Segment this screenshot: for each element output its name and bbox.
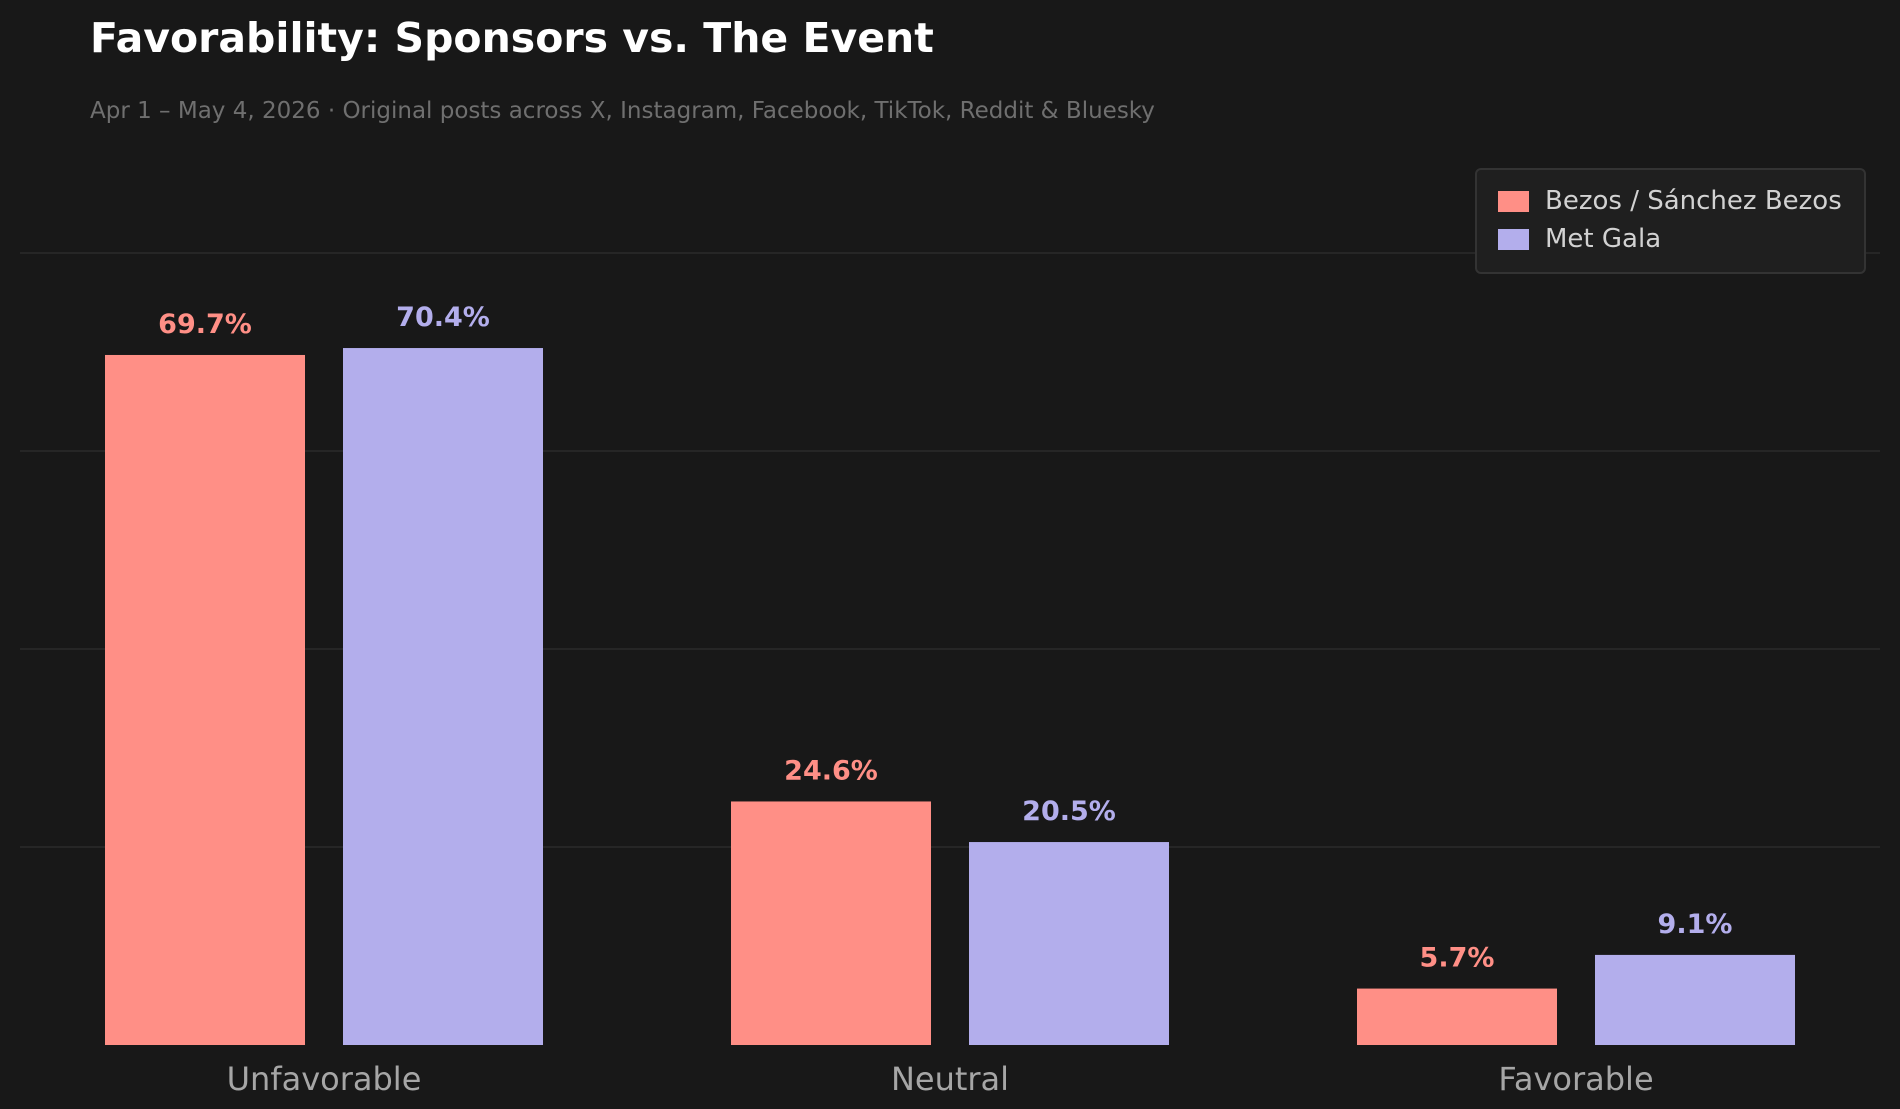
value-label-met-gala-neutral: 20.5% <box>1022 796 1116 827</box>
bar-bezos-favorable <box>1357 988 1557 1045</box>
chart-subtitle: Apr 1 – May 4, 2026 · Original posts acr… <box>90 98 1155 124</box>
legend-swatch-met-gala <box>1498 228 1529 250</box>
value-label-met-gala-favorable: 9.1% <box>1658 909 1733 940</box>
legend: Bezos / Sánchez Bezos Met Gala <box>1475 168 1866 274</box>
value-label-bezos-neutral: 24.6% <box>784 755 878 786</box>
value-label-met-gala-unfavorable: 70.4% <box>396 302 490 333</box>
legend-label-met-gala: Met Gala <box>1545 224 1662 254</box>
value-label-bezos-favorable: 5.7% <box>1420 943 1495 974</box>
x-tick-label-unfavorable: Unfavorable <box>227 1060 422 1098</box>
legend-label-bezos: Bezos / Sánchez Bezos <box>1545 186 1842 216</box>
value-label-bezos-unfavorable: 69.7% <box>158 309 252 340</box>
legend-item-met-gala: Met Gala <box>1498 224 1661 254</box>
x-tick-label-favorable: Favorable <box>1498 1060 1653 1098</box>
legend-item-bezos: Bezos / Sánchez Bezos <box>1498 186 1842 216</box>
bar-met-gala-unfavorable <box>343 348 543 1045</box>
bar-bezos-unfavorable <box>105 354 305 1046</box>
chart-title: Favorability: Sponsors vs. The Event <box>90 14 934 62</box>
bar-met-gala-favorable <box>1595 954 1795 1045</box>
bar-bezos-neutral <box>731 801 931 1045</box>
bar-met-gala-neutral <box>969 842 1169 1045</box>
legend-swatch-bezos <box>1498 190 1529 212</box>
x-tick-label-neutral: Neutral <box>891 1060 1009 1098</box>
